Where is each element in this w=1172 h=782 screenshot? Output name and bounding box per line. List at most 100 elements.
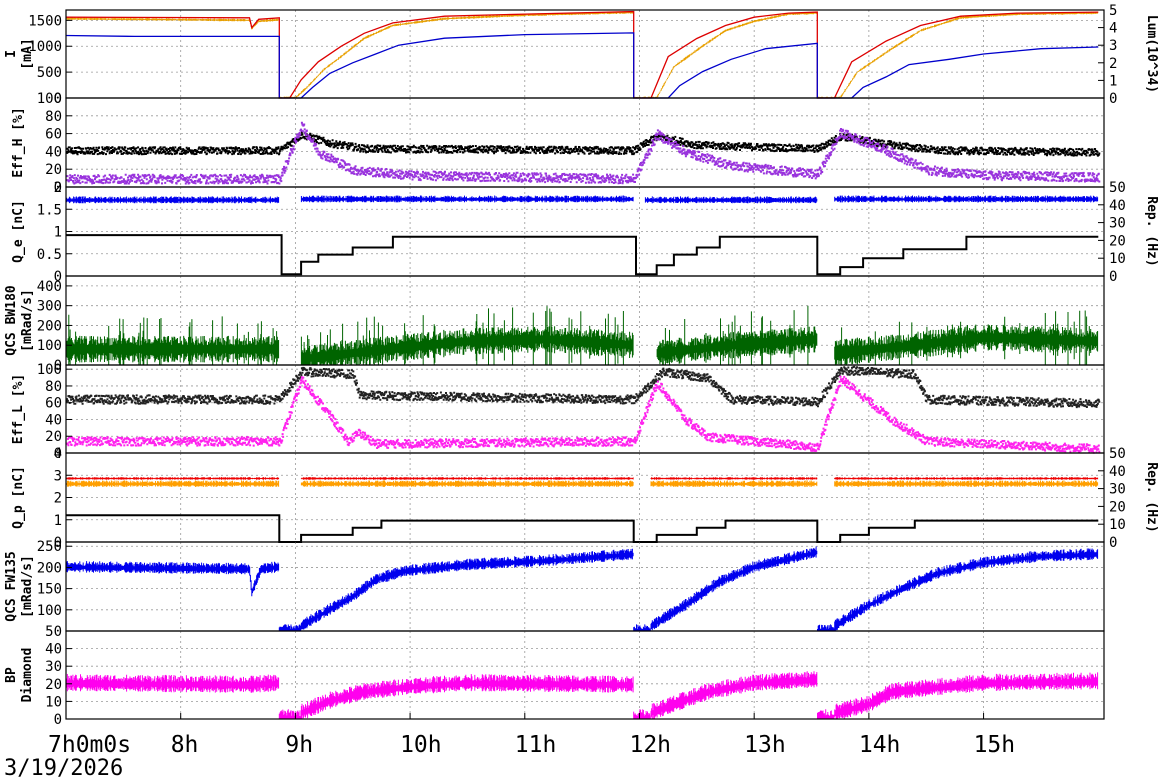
y-tick-label: 2 xyxy=(54,180,62,196)
left-axis-label: [mRad/s] xyxy=(20,555,35,618)
series-line xyxy=(66,234,1099,276)
panel-fw135: 50 100 150 200 250 QCS FW135 [mRad/s] xyxy=(4,539,1105,640)
y-tick-label: 0 xyxy=(54,269,62,285)
y-tick-label: 20 xyxy=(45,429,62,445)
series-rep-rate xyxy=(66,234,1099,276)
panel-current: 0 500 1000 1500 0 12 34 5 Lum(10^34) I [mA] xyxy=(4,3,1159,107)
y-tick-label: 60 xyxy=(45,127,62,143)
y-tick-label: 40 xyxy=(45,144,62,160)
series-dots xyxy=(66,121,1101,185)
left-axis-label: Q_p [nC] xyxy=(11,466,26,529)
x-tick-label: 15h xyxy=(974,732,1016,758)
y2-tick-label: 20 xyxy=(1109,233,1126,249)
right-axis-label: Rep. (Hz) xyxy=(1144,462,1159,532)
left-axis-label: Q_e [nC] xyxy=(11,200,26,263)
series-her-current xyxy=(65,10,1099,99)
y2-tick-label: 30 xyxy=(1109,216,1126,232)
y2-tick-label: 40 xyxy=(1109,198,1126,214)
y2-tick-label: 4 xyxy=(1109,21,1117,37)
y-tick-label: 4 xyxy=(54,446,62,462)
series-dots xyxy=(66,375,1101,454)
y2-tick-label: 3 xyxy=(1109,38,1117,54)
series-effh-purple xyxy=(66,121,1101,185)
y-tick-label: 0 xyxy=(54,446,62,462)
y-tick-label: 1 xyxy=(54,513,62,529)
y2-tick-label: 20 xyxy=(1109,499,1126,515)
x-tick-label: 8h xyxy=(171,732,199,758)
series-band xyxy=(65,11,1099,98)
left-axis-label: QCS BW180 xyxy=(4,285,19,356)
series-band xyxy=(65,195,1099,204)
y2-tick-label: 0 xyxy=(1109,535,1117,551)
series-charge-orange xyxy=(65,480,1099,487)
y-tick-label: 500 xyxy=(37,65,62,81)
series-effl-magenta xyxy=(66,375,1101,454)
y-tick-label: 200 xyxy=(37,560,62,576)
left-axis-label: QCS FW135 xyxy=(4,551,19,621)
y-tick-label: 0 xyxy=(54,180,62,196)
series-dots xyxy=(66,365,1101,409)
y-tick-label: 60 xyxy=(45,396,62,412)
series-luminosity xyxy=(65,32,1099,99)
y-tick-label: 100 xyxy=(37,362,62,378)
y-tick-label: 0.5 xyxy=(37,247,62,263)
y2-tick-label: 50 xyxy=(1109,446,1126,462)
y-tick-label: 100 xyxy=(37,603,62,619)
y2-tick-label: 0 xyxy=(1109,269,1117,285)
series-bp-diamond-dose xyxy=(65,671,1099,719)
y-tick-label: 3 xyxy=(54,468,62,484)
series-charge xyxy=(65,195,1099,204)
panel-frame xyxy=(65,9,1105,99)
y-tick-label: 200 xyxy=(37,318,62,334)
left-axis-label: BP xyxy=(4,667,19,683)
y-tick-label: 1000 xyxy=(28,39,62,55)
right-axis-label: Lum(10^34) xyxy=(1144,15,1159,93)
left-axis-label: Eff_H [%] xyxy=(11,107,26,177)
series-ler-current xyxy=(65,11,1099,98)
left-axis-label: I xyxy=(4,50,19,58)
y-tick-label: 2 xyxy=(54,491,62,507)
y-tick-label: 0 xyxy=(54,358,62,374)
panel-frame xyxy=(65,630,1105,720)
y-tick-label: 20 xyxy=(45,677,62,693)
y-tick-label: 20 xyxy=(45,162,62,178)
y-tick-label: 80 xyxy=(45,379,62,395)
x-tick-label: 12h xyxy=(629,732,671,758)
y2-tick-label: 30 xyxy=(1109,482,1126,498)
left-axis-label: Diamond xyxy=(20,648,35,703)
y2-tick-label: 2 xyxy=(1109,56,1117,72)
x-tick-label: 14h xyxy=(859,732,901,758)
series-charge-red xyxy=(65,477,1099,480)
y-tick-label: 1.5 xyxy=(37,202,62,218)
y-tick-label: 400 xyxy=(37,279,62,295)
y-tick-label: 30 xyxy=(45,659,62,675)
y-tick-label: 50 xyxy=(45,624,62,640)
y-tick-label: 1500 xyxy=(28,13,62,29)
series-rep-rate xyxy=(66,514,1099,543)
date-label: 3/19/2026 xyxy=(4,756,124,781)
series-line xyxy=(66,514,1099,543)
y-tick-label: 80 xyxy=(45,109,62,125)
y-tick-label: 1 xyxy=(54,225,62,241)
x-tick-label: 7h0m0s xyxy=(48,732,131,758)
series-band xyxy=(65,480,1099,487)
series-effl-black xyxy=(66,365,1101,409)
series-band xyxy=(65,305,1099,365)
y-tick-label: 100 xyxy=(37,338,62,354)
x-tick-label: 10h xyxy=(400,732,442,758)
left-axis-label: Eff_L [%] xyxy=(11,374,26,444)
y-tick-label: 40 xyxy=(45,412,62,428)
left-axis-label: [mA] xyxy=(20,38,35,69)
series-bw180-dose xyxy=(65,305,1099,365)
panel-bw180: 0 100 200 300 400 QCS BW180 [mRad/s] xyxy=(4,275,1105,374)
y2-tick-label: 0 xyxy=(1109,91,1117,107)
series-effh-black xyxy=(66,131,1101,157)
y2-tick-label: 1 xyxy=(1109,73,1117,89)
y-tick-label: 300 xyxy=(37,299,62,315)
y2-tick-label: 5 xyxy=(1109,3,1117,19)
